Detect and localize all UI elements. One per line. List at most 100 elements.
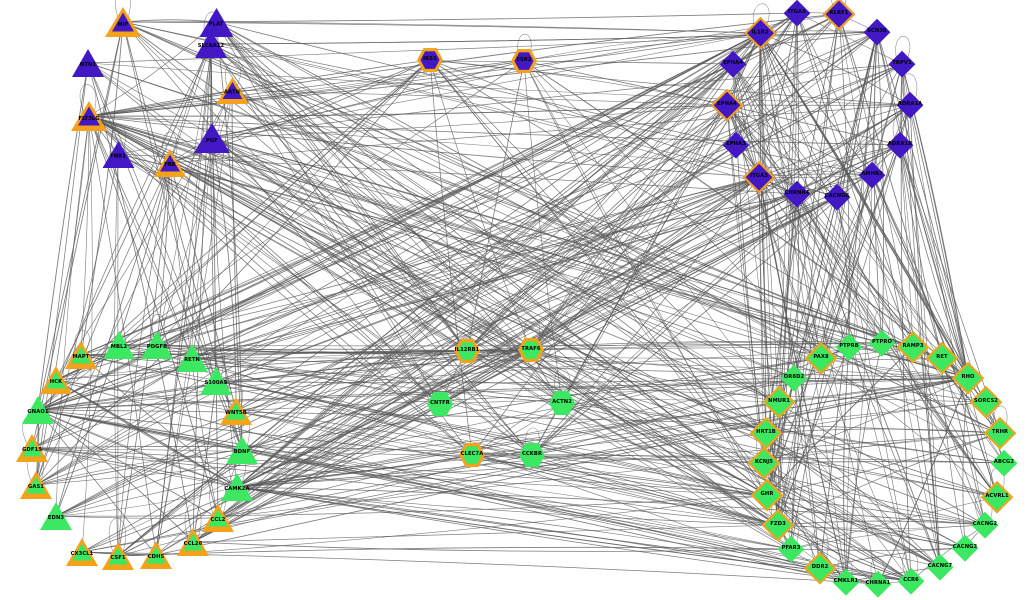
edge [117, 153, 533, 456]
graph-node-mbl2[interactable]: MBL2 [103, 331, 135, 359]
graph-node-ddr2[interactable]: DDR2 [803, 551, 837, 585]
graph-node-rho[interactable]: RHO [951, 361, 985, 395]
graph-node-kcnj5[interactable]: KCNJ5 [747, 446, 781, 480]
edge [790, 13, 840, 550]
graph-node-il1r2[interactable]: IL1R2 [743, 16, 777, 50]
edge [523, 60, 822, 359]
graph-node-ramp3[interactable]: RAMP3 [896, 330, 930, 364]
graph-node-amhr2[interactable]: AMHR2 [858, 161, 886, 189]
graph-node-clec7a[interactable]: CLEC7A [459, 442, 485, 468]
edge [169, 104, 911, 164]
edge [899, 144, 969, 379]
edge [88, 115, 969, 379]
graph-node-pgf[interactable]: PGF [194, 123, 230, 153]
graph-node-pax8[interactable]: PAX8 [804, 341, 838, 375]
graph-node-flt3lg[interactable]: FLT3LG [71, 101, 107, 131]
edge [117, 546, 792, 557]
graph-node-cckbr[interactable]: CCKBR [519, 442, 545, 468]
graph-node-epha4[interactable]: EPHA4 [710, 88, 744, 122]
graph-node-epha3[interactable]: EPHA3 [722, 131, 750, 159]
graph-node-chrna4[interactable]: CHRNA4 [783, 180, 811, 208]
edge [735, 12, 798, 146]
graph-node-artn[interactable]: ARTN [216, 76, 248, 104]
graph-node-ccr6[interactable]: CCR6 [897, 567, 925, 595]
graph-node-abcg2[interactable]: ABCG2 [990, 449, 1018, 477]
graph-node-adra1b[interactable]: ADRA1B [886, 131, 914, 159]
graph-node-or8d2[interactable]: OR8D2 [780, 364, 808, 392]
graph-node-trpv1[interactable]: TRPV1 [888, 50, 916, 78]
edge [192, 196, 838, 543]
graph-node-gdf15[interactable]: GDF15 [16, 434, 48, 462]
edge [466, 63, 734, 352]
graph-node-edn3[interactable]: EDN3 [40, 502, 72, 530]
graph-node-il12rb1[interactable]: IL12RB1 [454, 338, 480, 364]
graph-node-fnb1[interactable]: FNB1 [102, 140, 134, 168]
graph-node-gas1[interactable]: GAS1 [20, 471, 52, 499]
graph-node-cdh5[interactable]: CDH5 [140, 541, 172, 569]
edge [55, 379, 779, 526]
graph-node-actn2[interactable]: ACTN2 [549, 390, 575, 416]
graph-node-cmklr1[interactable]: CMKLR1 [832, 568, 860, 596]
graph-node-hck[interactable]: HCK [40, 366, 72, 394]
graph-node-mif[interactable]: MIF [105, 7, 141, 37]
edge [231, 89, 822, 359]
edge [758, 12, 798, 178]
graph-node-hrt1b[interactable]: HRT1B [749, 416, 783, 450]
edge [561, 32, 761, 404]
graph-node-wnt5b[interactable]: WNT5B [220, 397, 252, 425]
graph-node-esr2[interactable]: ESR2 [511, 48, 537, 74]
graph-node-trhr[interactable]: TRHR [983, 416, 1017, 450]
graph-node-ntn1[interactable]: NTN1 [72, 49, 104, 77]
graph-node-ret[interactable]: RET [925, 341, 959, 375]
edge [192, 43, 212, 543]
graph-node-fzd3[interactable]: FZD3 [761, 508, 795, 542]
graph-node-slc6a12[interactable]: SLC6A12 [195, 30, 227, 58]
graph-node-csf1[interactable]: CSF1 [102, 542, 134, 570]
graph-node-frk[interactable]: FRK [154, 149, 186, 177]
edge [236, 486, 879, 585]
edge [765, 428, 1001, 434]
graph-node-klrf1[interactable]: KLRF1 [822, 0, 856, 31]
graph-node-itga5[interactable]: ITGA5 [783, 0, 811, 27]
graph-node-traf6[interactable]: TRAF6 [518, 337, 544, 363]
graph-node-epha4[interactable]: EPHA4 [719, 50, 747, 78]
graph-node-camk2a[interactable]: CAMK2A [221, 473, 253, 501]
edge [31, 447, 238, 488]
graph-node-pdgfb[interactable]: PDGFB [141, 331, 173, 359]
graph-node-chrna1[interactable]: CHRNA1 [864, 570, 892, 598]
edge [962, 377, 969, 549]
graph-node-s100a9[interactable]: S100A9 [200, 367, 232, 395]
graph-node-itga3[interactable]: ITGA3 [742, 160, 776, 194]
edge [843, 346, 850, 583]
graph-node-pfar3[interactable]: PFAR3 [777, 535, 805, 563]
graph-node-ghr[interactable]: GHR [750, 478, 784, 512]
graph-node-cacng3[interactable]: CACNG3 [951, 534, 979, 562]
edge [561, 402, 998, 498]
graph-node-cx3cl1[interactable]: CX3CL1 [66, 538, 98, 566]
edge [899, 144, 943, 359]
edge [909, 104, 969, 379]
graph-node-ccl26[interactable]: CCL26 [177, 528, 209, 556]
edge [55, 379, 821, 569]
edge [37, 409, 792, 550]
edge [122, 21, 217, 382]
edge [217, 144, 737, 519]
graph-node-adra1a[interactable]: ADRA1A [896, 91, 924, 119]
graph-node-nmur1[interactable]: NMUR1 [762, 385, 796, 419]
graph-node-mapt[interactable]: MAPT [65, 341, 97, 369]
graph-node-bdnf[interactable]: BDNF [226, 436, 258, 464]
graph-node-irs1[interactable]: IRS1 [417, 47, 443, 73]
graph-node-ptpro[interactable]: PTPRO [868, 329, 896, 357]
graph-node-cacng7[interactable]: CACNG7 [926, 553, 954, 581]
graph-node-sorcs2[interactable]: SORCS2 [969, 385, 1003, 419]
graph-node-gnao1[interactable]: GNAO1 [22, 396, 54, 424]
graph-node-scn3b[interactable]: SCN3B [863, 18, 891, 46]
graph-node-acvrl1[interactable]: ACVRL1 [980, 480, 1014, 514]
graph-node-ptprb[interactable]: PTPRB [835, 333, 863, 361]
graph-node-cntfr[interactable]: CNTFR [427, 391, 453, 417]
graph-node-cacng6[interactable]: CACNG6 [823, 183, 851, 211]
edge [55, 144, 901, 517]
edge [215, 21, 737, 146]
edge [88, 115, 901, 146]
